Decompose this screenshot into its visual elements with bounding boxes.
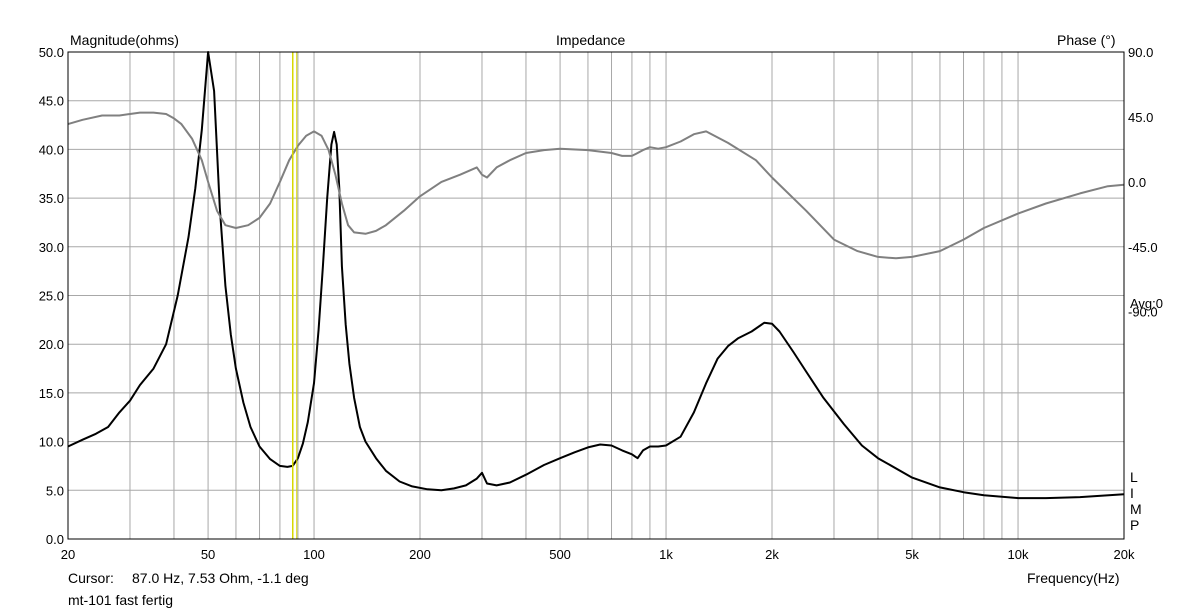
y-right-tick-label: 45.0 [1128, 110, 1153, 125]
measurement-name: mt-101 fast fertig [68, 592, 174, 608]
x-tick-label: 500 [549, 547, 571, 562]
legend-letter: M [1130, 501, 1142, 517]
phase-curve [67, 111, 1125, 260]
left-axis-label: Magnitude(ohms) [70, 32, 179, 48]
x-tick-label: 100 [303, 547, 325, 562]
x-tick-label: 20k [1114, 547, 1135, 562]
y-tick-label: 45.0 [39, 94, 64, 109]
y-tick-label: 50.0 [39, 45, 64, 60]
y-right-tick-label: 0.0 [1128, 175, 1146, 190]
x-tick-label: 20 [61, 547, 75, 562]
x-tick-label: 200 [409, 547, 431, 562]
y-tick-label: 0.0 [46, 532, 64, 547]
y-tick-label: 10.0 [39, 435, 64, 450]
chart-title: Impedance [556, 32, 626, 48]
right-axis-label: Phase (°) [1057, 32, 1116, 48]
x-tick-label: 10k [1008, 547, 1029, 562]
y-tick-label: 25.0 [39, 289, 64, 304]
magnitude-curve [67, 51, 1125, 500]
y-tick-label: 30.0 [39, 240, 64, 255]
legend-letter: I [1130, 485, 1134, 501]
cursor-readout: 87.0 Hz, 7.53 Ohm, -1.1 deg [132, 570, 309, 586]
x-tick-label: 2k [765, 547, 779, 562]
trace-legend-letters: L I M P [1130, 469, 1142, 533]
grid [68, 51, 1124, 540]
y-right-tick-label: 90.0 [1128, 45, 1153, 60]
y-right-tick-label: -90.0 [1128, 305, 1158, 320]
tick-labels: 20 50 100 200 500 1k 2k 5k 10k 20k 50.0 45.0 40.0 35.… [39, 45, 1158, 562]
y-right-tick-label: -45.0 [1128, 240, 1158, 255]
y-tick-label: 5.0 [46, 483, 64, 498]
cursor-label: Cursor: [68, 570, 114, 586]
legend-letter: P [1130, 517, 1140, 533]
avg-label: Avg:0 [1130, 296, 1164, 311]
y-tick-label: 15.0 [39, 386, 64, 401]
x-tick-label: 5k [905, 547, 919, 562]
y-tick-label: 35.0 [39, 191, 64, 206]
legend-letter: L [1130, 469, 1138, 485]
y-tick-label: 40.0 [39, 142, 64, 157]
plot-frame [67, 51, 1125, 540]
series [67, 51, 1125, 539]
y-tick-label: 20.0 [39, 337, 64, 352]
x-tick-label: 50 [201, 547, 215, 562]
x-tick-label: 1k [659, 547, 673, 562]
x-axis-label: Frequency(Hz) [1027, 570, 1120, 586]
